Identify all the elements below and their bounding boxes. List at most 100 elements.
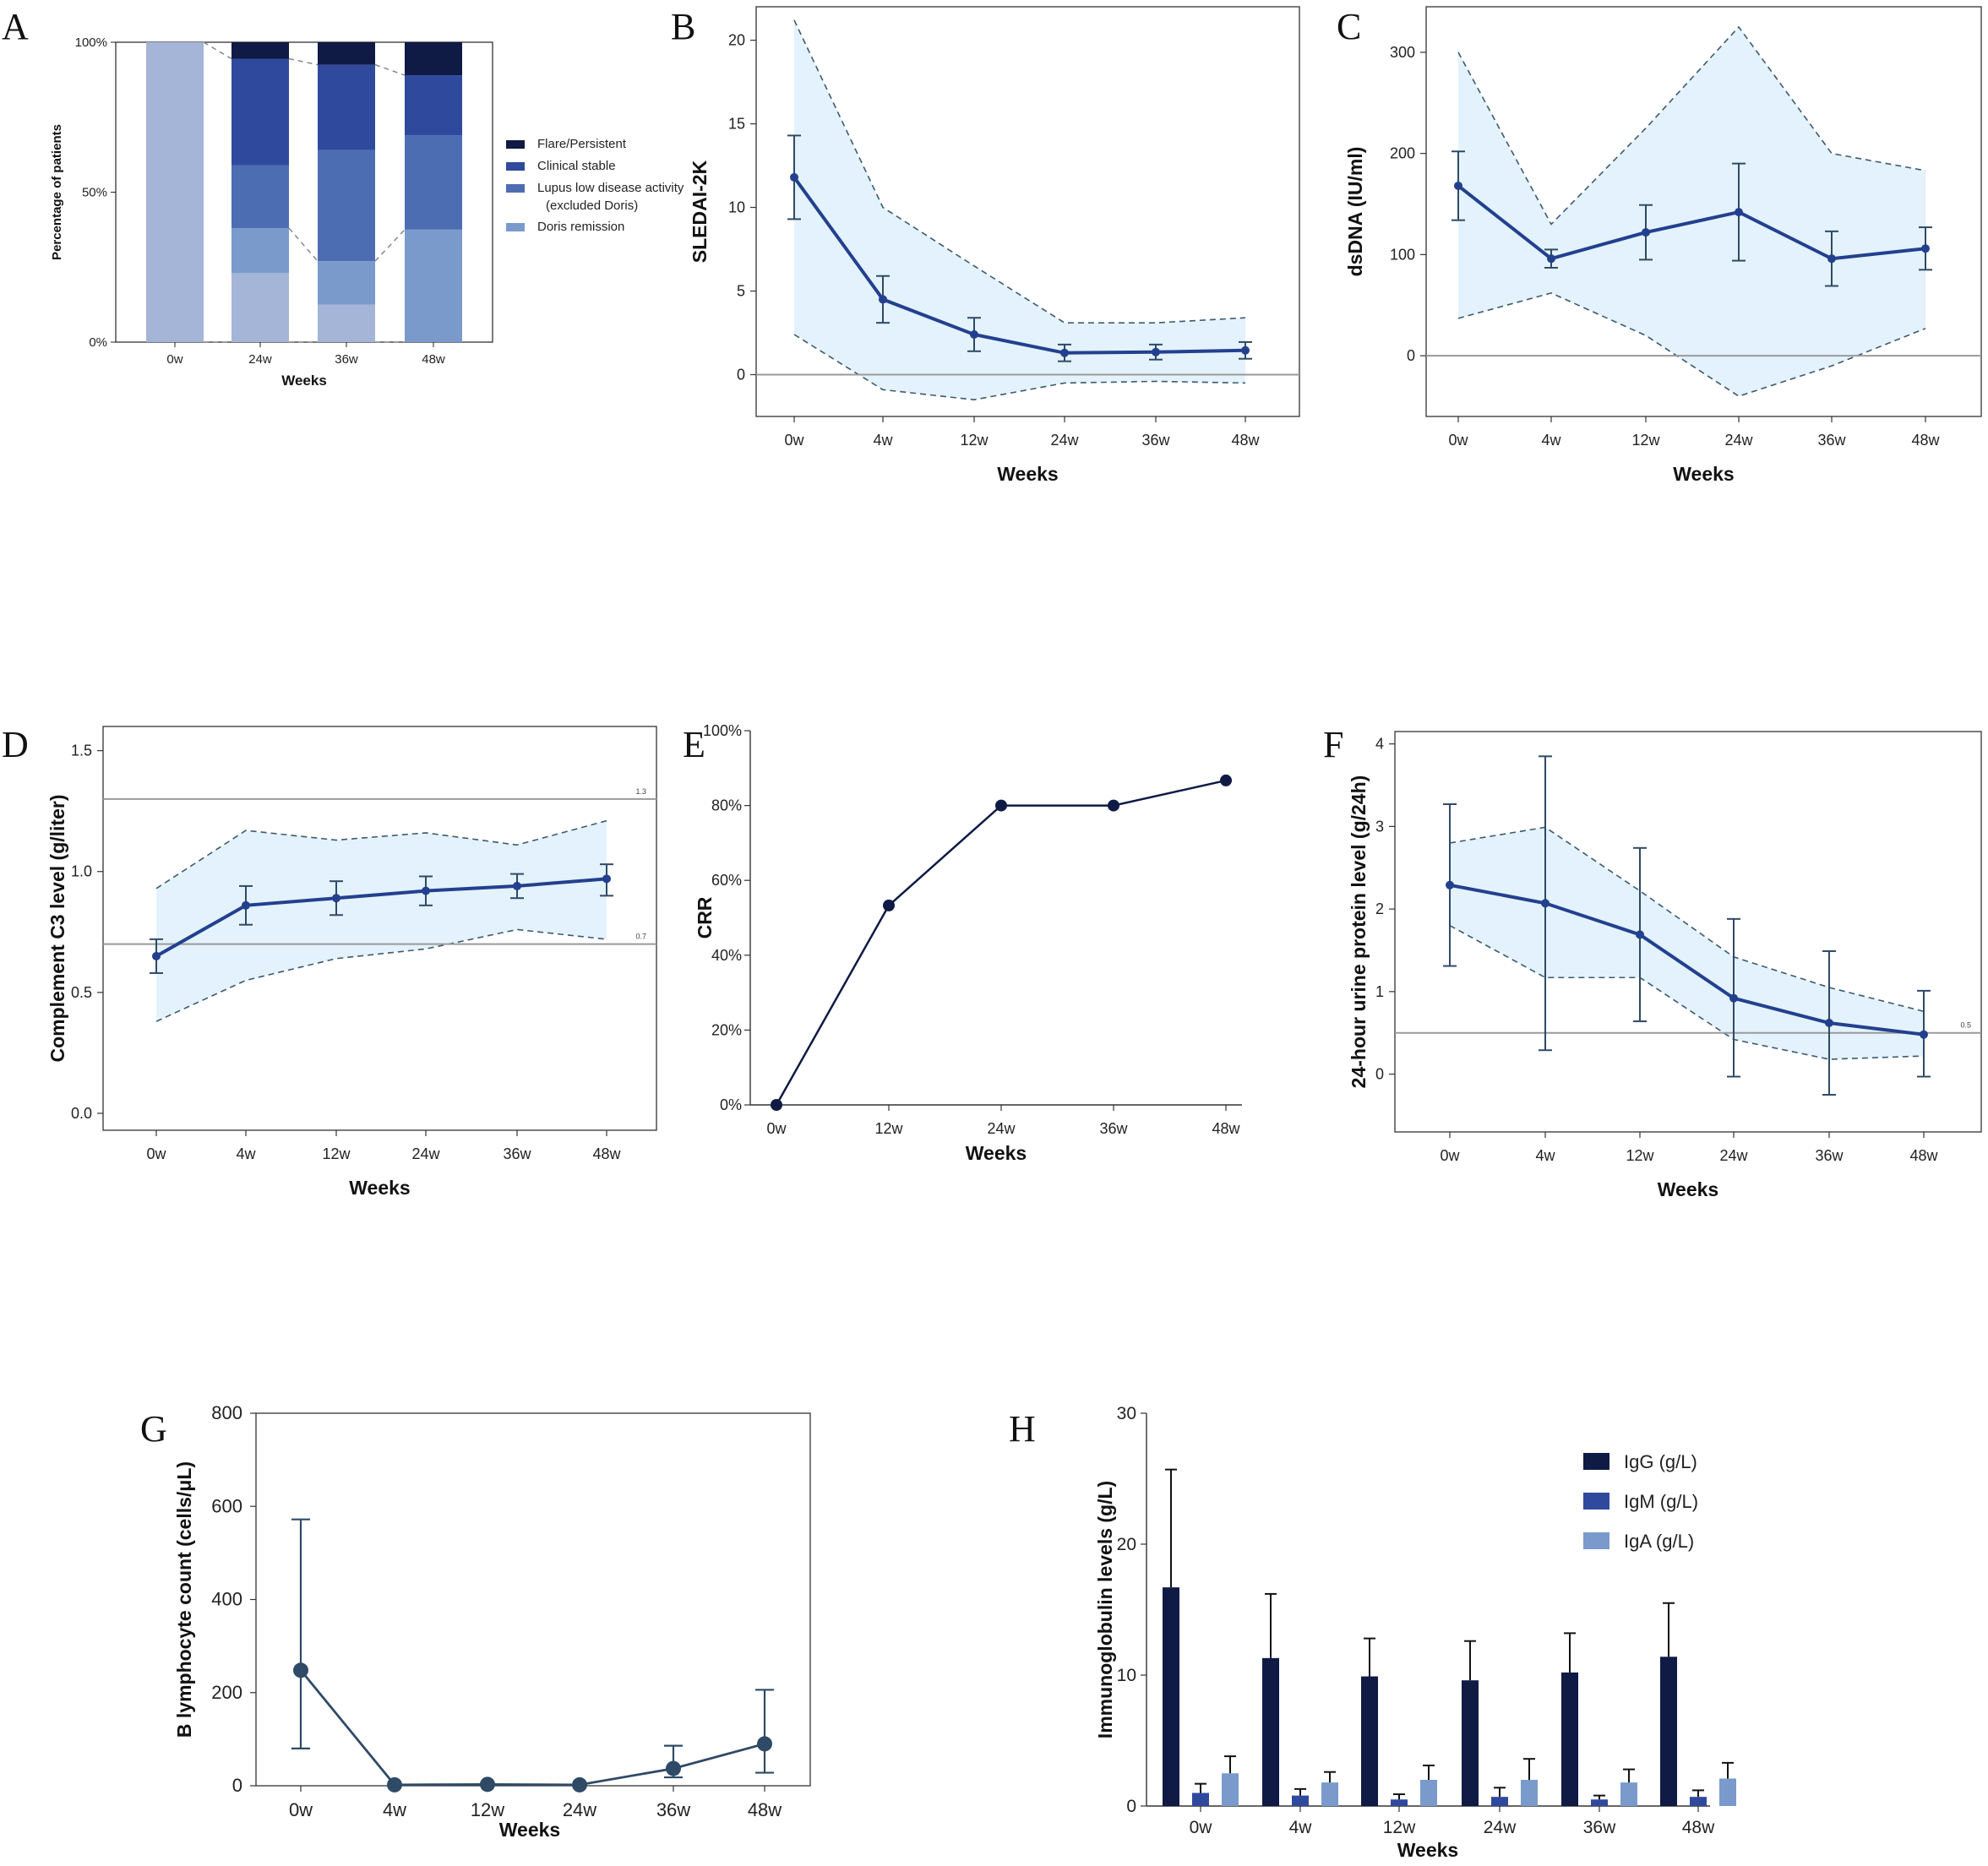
bar-segment <box>318 64 375 150</box>
plot-frame <box>1394 731 1982 1133</box>
band-lower-line <box>1449 924 1925 1060</box>
x-tick-label: 0w <box>1440 1147 1460 1164</box>
mean-point <box>1454 181 1462 190</box>
y-tick-label: 0 <box>1375 1066 1384 1083</box>
y-tick-label: 40% <box>711 947 742 964</box>
panel-g: G 0 200 400 600 800 0w 4w 12w 24w 36w 48w Weeks B ly… <box>140 1402 811 1841</box>
mean-point <box>1920 1030 1928 1039</box>
y-tick-label: 0.0 <box>71 1105 92 1122</box>
x-tick-label: 36w <box>656 1799 690 1820</box>
confidence-band <box>1450 827 1924 1059</box>
panel-f: F 0.5 0 1 2 3 4 0w 4w 12w 24w 36w 48w Weeks 24-hour u… <box>1323 724 1982 1200</box>
dashed-connector <box>288 227 319 262</box>
legend-label: Lupus low disease activity <box>537 181 684 195</box>
x-axis-title: Weeks <box>281 373 327 389</box>
legend-label: IgG (g/L) <box>1624 1451 1697 1472</box>
panel-letter-c: C <box>1337 6 1361 47</box>
x-axis-title: Weeks <box>966 1142 1027 1164</box>
x-tick-label: 12w <box>1626 1147 1654 1164</box>
x-tick-label: 24w <box>1484 1818 1517 1837</box>
x-tick-label: 36w <box>335 352 358 367</box>
mean-point <box>1642 228 1650 237</box>
bar <box>1192 1793 1209 1806</box>
bar-segment <box>231 165 289 229</box>
panel-letter-h: H <box>1009 1408 1036 1450</box>
bar <box>1719 1778 1736 1806</box>
bar-segment <box>405 135 462 230</box>
x-tick-label: 24w <box>1724 432 1753 449</box>
mean-point <box>1152 347 1160 356</box>
bar <box>1690 1797 1707 1806</box>
y-tick-label: 15 <box>728 116 745 133</box>
y-tick-label: 2 <box>1375 900 1384 917</box>
y-axis-title: SLEDAI-2K <box>689 160 711 263</box>
band-lower-line <box>155 928 607 1022</box>
y-tick-label: 10 <box>1117 1666 1136 1685</box>
y-tick-label: 30 <box>1117 1404 1136 1423</box>
mean-point <box>1636 930 1644 939</box>
x-tick-label: 4w <box>383 1799 406 1820</box>
y-axis-title: dsDNA (IU/ml) <box>1344 147 1366 277</box>
mean-line <box>1449 883 1925 1036</box>
y-tick-label: 1.0 <box>71 863 92 880</box>
confidence-band <box>1458 26 1925 397</box>
band-upper-line <box>1449 826 1925 1013</box>
plot-frame <box>755 6 1300 417</box>
bar-segment <box>405 229 462 342</box>
legend-swatch <box>1583 1453 1609 1470</box>
legend-label: IgM (g/L) <box>1624 1491 1698 1512</box>
panel-letter-f: F <box>1323 724 1343 765</box>
bar <box>1321 1782 1338 1806</box>
x-tick-label: 48w <box>592 1145 621 1162</box>
x-tick-label: 48w <box>1909 1147 1938 1164</box>
bar-segment <box>318 261 375 305</box>
bar-segment <box>231 273 289 342</box>
panel-c: C 0 100 200 300 0w 4w 12w 24w 36w 48w Weeks dsDNA (… <box>1337 6 1982 485</box>
x-tick-label: 48w <box>422 352 445 367</box>
legend-swatch <box>1583 1532 1609 1549</box>
panel-e: E 0% 20% 40% 60% 80% 100% 0w 12w 24w 36w 48w Weeks C… <box>683 722 1242 1164</box>
panel-letter-e: E <box>683 724 705 765</box>
bar <box>1391 1799 1408 1806</box>
y-tick-label: 20 <box>728 32 745 49</box>
y-axis-title: Complement C3 level (g/liter) <box>46 795 68 1063</box>
x-tick-label: 0w <box>1190 1818 1213 1837</box>
bar-segment <box>405 42 462 76</box>
mean-point <box>970 330 978 339</box>
reference-line-label: 0.5 <box>1960 1021 1971 1030</box>
y-tick-label: 200 <box>211 1682 242 1703</box>
bar-segment <box>231 228 289 274</box>
bar <box>1561 1672 1578 1806</box>
legend-swatch <box>506 184 525 193</box>
legend-label: (excluded Doris) <box>546 199 638 213</box>
y-axis-title: B lymphocyte count (cells/μL) <box>173 1461 195 1738</box>
bar-segment <box>318 150 375 262</box>
mean-point <box>572 1776 587 1793</box>
x-axis-title: Weeks <box>1673 463 1734 485</box>
band-lower-line <box>1457 292 1926 397</box>
y-axis-title: Percentage of patients <box>50 124 64 260</box>
mean-line <box>1457 184 1926 261</box>
y-tick-label: 4 <box>1375 736 1384 753</box>
mean-point <box>1825 1018 1833 1027</box>
y-axis-title: CRR <box>694 896 716 938</box>
x-tick-label: 4w <box>236 1145 256 1162</box>
x-tick-label: 36w <box>1141 432 1170 449</box>
bar-segment <box>318 42 375 65</box>
x-tick-label: 36w <box>1815 1147 1844 1164</box>
confidence-band <box>156 820 607 1022</box>
x-tick-label: 24w <box>1050 432 1079 449</box>
mean-point <box>422 886 430 895</box>
x-tick-label: 24w <box>563 1799 596 1820</box>
mean-point <box>1547 254 1555 264</box>
legend-label: Doris remission <box>537 220 624 234</box>
mean-point <box>1921 244 1930 253</box>
bar <box>1660 1657 1677 1806</box>
y-tick-label: 200 <box>1390 145 1415 162</box>
y-tick-label: 300 <box>1390 44 1415 61</box>
x-tick-label: 48w <box>1682 1818 1715 1837</box>
bar <box>1163 1587 1179 1806</box>
x-tick-label: 12w <box>471 1799 504 1820</box>
y-tick-label: 50% <box>82 186 107 200</box>
legend-swatch <box>506 140 525 149</box>
